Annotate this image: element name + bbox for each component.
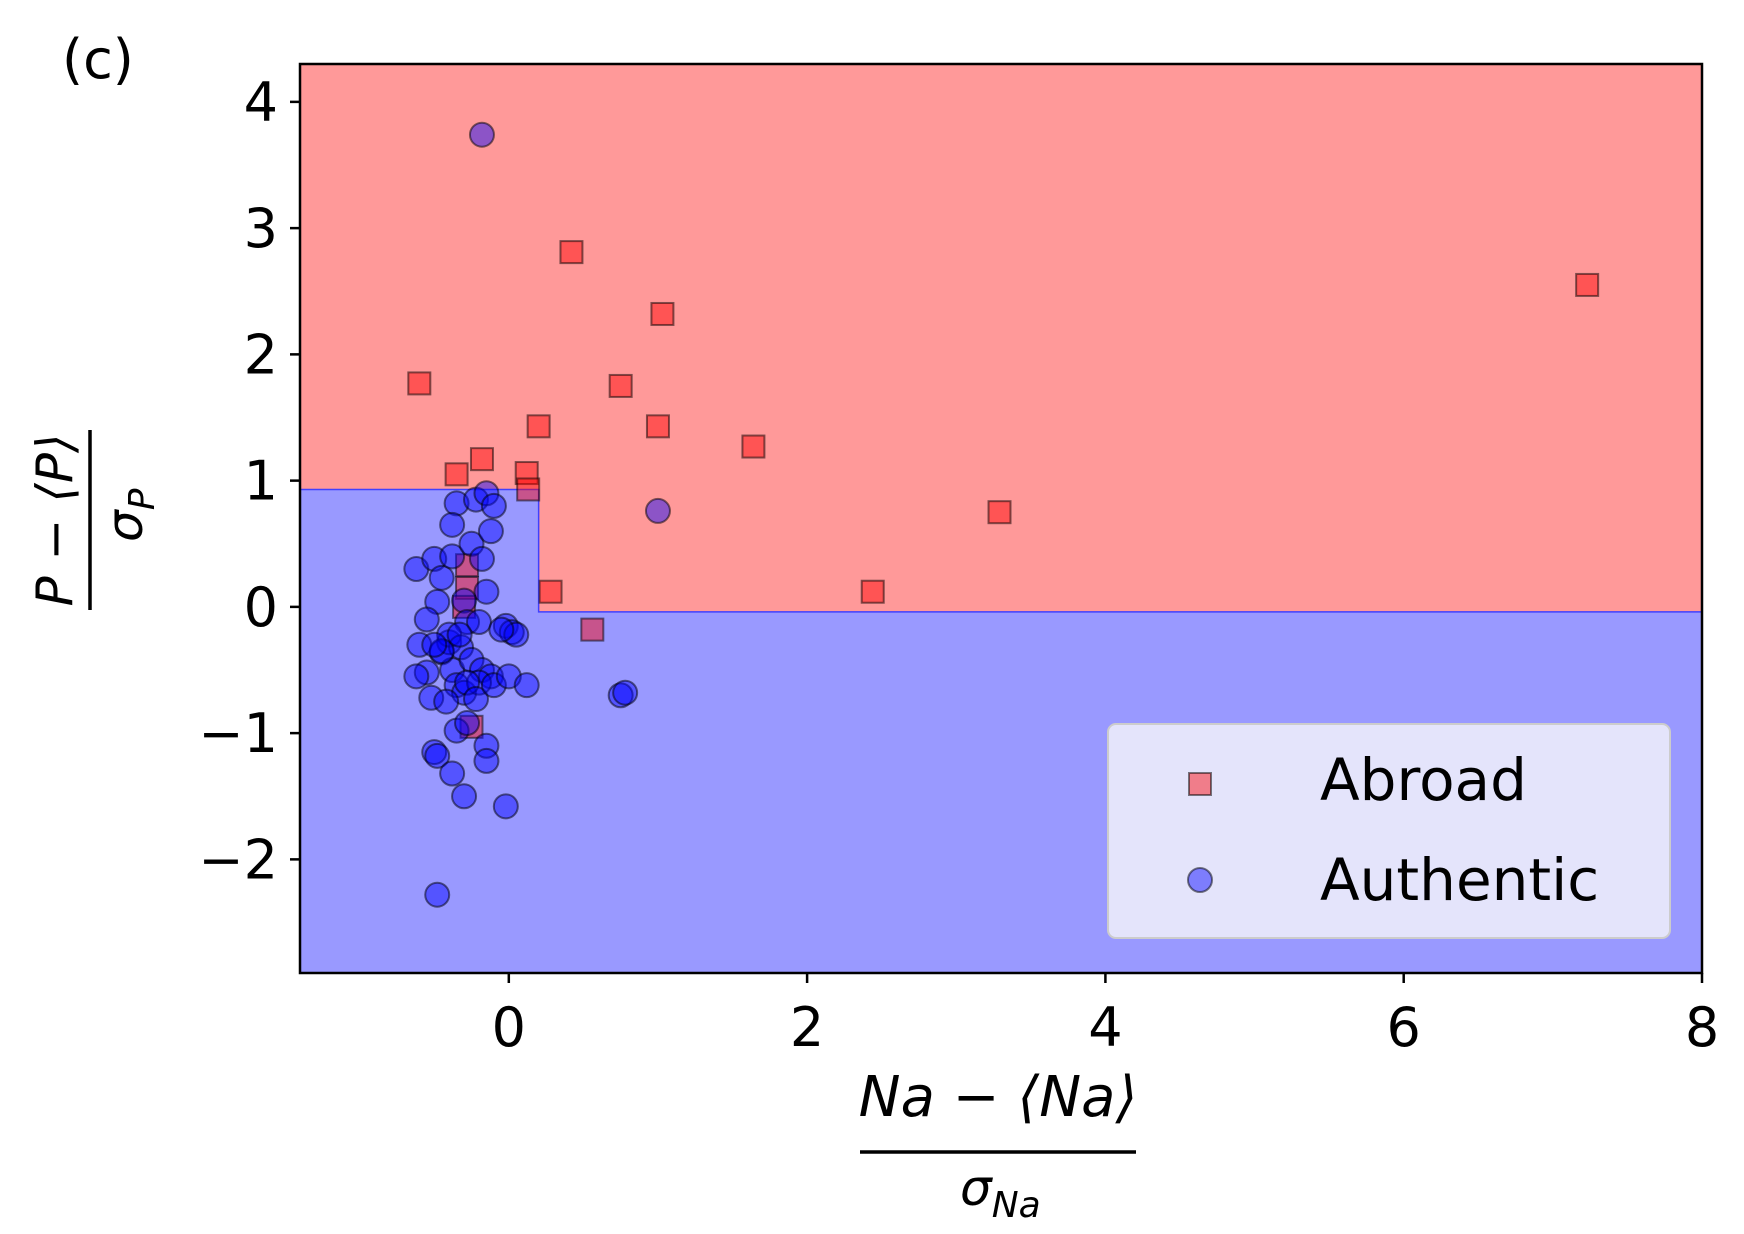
- abroad-point: [407, 371, 432, 396]
- x-axis: 0 2 4 6 8: [492, 973, 1719, 1059]
- y-tick-label: 1: [244, 450, 278, 513]
- authentic-point: [473, 732, 500, 759]
- x-tick-label: 2: [790, 996, 824, 1059]
- x-axis-label: Na − ⟨Na⟩ σNa: [859, 1065, 1138, 1226]
- authentic-point: [644, 497, 671, 524]
- abroad-point: [469, 447, 494, 472]
- abroad-point: [741, 434, 766, 459]
- x-axis-label-subscript: Na: [992, 1185, 1041, 1226]
- authentic-point: [477, 518, 504, 545]
- authentic-point: [458, 530, 485, 557]
- authentic-point: [612, 679, 639, 706]
- abroad-point: [608, 373, 633, 398]
- points-layer: [403, 121, 1600, 908]
- y-axis-label: P − ⟨P⟩ σP: [26, 430, 163, 610]
- y-axis-label-sigma: σ: [96, 509, 154, 542]
- y-tick-label: 0: [244, 576, 278, 639]
- authentic-point: [473, 747, 500, 774]
- authentic-point: [424, 881, 451, 908]
- x-axis-label-numerator: Na − ⟨Na⟩: [859, 1065, 1138, 1130]
- y-tick-label: 4: [244, 71, 278, 134]
- authentic-point: [433, 688, 460, 715]
- x-tick-label: 4: [1088, 996, 1122, 1059]
- authentic-point: [473, 480, 500, 507]
- legend-box: [1107, 723, 1671, 939]
- legend-abroad-label: Abroad: [1320, 746, 1527, 814]
- abroad-point: [650, 301, 675, 326]
- y-tick-label: −2: [198, 828, 278, 891]
- authentic-point: [480, 672, 507, 699]
- abroad-point: [860, 579, 885, 604]
- x-axis-label-denominator: σNa: [960, 1159, 1041, 1226]
- abroad-point: [559, 240, 584, 265]
- authentic-point: [413, 606, 440, 633]
- authentic-point: [439, 760, 466, 787]
- authentic-point: [462, 686, 489, 713]
- authentic-point: [403, 663, 430, 690]
- x-tick-label: 0: [492, 996, 526, 1059]
- authentic-point: [424, 742, 451, 769]
- legend-abroad-marker: [1188, 772, 1212, 796]
- authentic-point: [492, 793, 519, 820]
- abroad-point: [580, 617, 605, 642]
- authentic-point: [428, 564, 455, 591]
- abroad-point: [459, 714, 484, 739]
- y-axis-label-denominator: σP: [96, 488, 163, 542]
- legend-authentic-marker: [1187, 867, 1213, 893]
- authentic-point: [488, 616, 515, 643]
- decision-boundary: [300, 488, 1702, 613]
- panel-label: (c): [62, 28, 134, 91]
- authentic-point: [473, 578, 500, 605]
- authentic-point: [451, 587, 478, 614]
- authentic-point: [421, 739, 448, 766]
- legend-authentic-label: Authentic: [1320, 846, 1599, 914]
- authentic-point: [418, 684, 445, 711]
- abroad-point: [987, 500, 1012, 525]
- authentic-point: [454, 710, 481, 737]
- abroad-point: [538, 579, 563, 604]
- y-axis-label-numerator: P − ⟨P⟩: [26, 434, 84, 607]
- x-tick-label: 6: [1387, 996, 1421, 1059]
- y-tick-label: −1: [198, 702, 278, 765]
- authentic-point: [421, 631, 448, 658]
- authentic-point: [503, 621, 530, 648]
- abroad-point: [526, 414, 551, 439]
- authentic-point: [454, 669, 481, 696]
- x-tick-label: 8: [1685, 996, 1719, 1059]
- authentic-point: [513, 672, 540, 699]
- authentic-point: [446, 621, 473, 648]
- y-tick-label: 2: [244, 323, 278, 386]
- legend: Abroad Authentic: [1107, 723, 1671, 939]
- abroad-point: [1575, 272, 1600, 297]
- authentic-point: [480, 492, 507, 519]
- y-axis: −2 −1 0 1 2 3 4: [198, 71, 300, 891]
- authentic-point: [468, 121, 495, 148]
- y-axis-label-subscript: P: [122, 488, 163, 510]
- abroad-point: [645, 414, 670, 439]
- authentic-point: [468, 545, 495, 572]
- authentic-point: [443, 490, 470, 517]
- x-axis-label-sigma: σ: [960, 1159, 993, 1217]
- plot-frame: [298, 62, 1704, 975]
- authentic-point: [439, 543, 466, 570]
- abroad-point: [444, 462, 469, 487]
- y-tick-label: 3: [244, 197, 278, 260]
- authentic-point: [451, 783, 478, 810]
- abroad-point: [516, 477, 541, 502]
- authentic-point: [439, 511, 466, 538]
